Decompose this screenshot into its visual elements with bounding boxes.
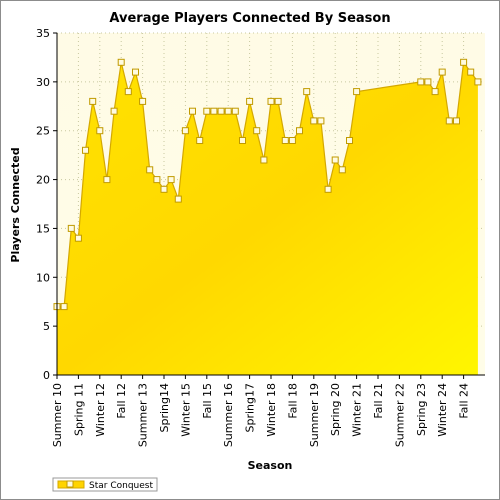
data-point: [281, 137, 289, 144]
x-tick-label: Fall 21: [372, 383, 385, 419]
data-point: [146, 166, 154, 174]
series-line: [57, 60, 479, 308]
x-tick-label: Spring14: [158, 383, 171, 433]
data-point: [82, 146, 89, 154]
x-tick-label: Spring17: [244, 383, 257, 433]
data-point: [132, 68, 139, 76]
y-tick-label: 25: [36, 125, 50, 138]
data-point: [267, 97, 275, 105]
data-point: [331, 156, 339, 164]
x-tick-label: Winter 24: [436, 383, 449, 437]
data-point: [139, 97, 147, 105]
data-point: [96, 127, 104, 135]
x-tick-label: Winter 12: [94, 383, 107, 437]
y-tick-label: 10: [36, 271, 50, 284]
data-point: [117, 58, 125, 66]
data-point: [196, 137, 204, 144]
data-point: [288, 137, 296, 144]
legend: Star Conquest: [52, 477, 158, 492]
data-point: [253, 127, 261, 135]
chart-title: Average Players Connected By Season: [109, 11, 390, 26]
data-point: [210, 107, 218, 115]
data-point: [174, 195, 182, 203]
data-point: [453, 117, 460, 125]
data-point: [445, 117, 453, 125]
y-axis-title: Players Connected: [9, 147, 22, 262]
data-point: [346, 137, 353, 144]
data-point: [167, 176, 175, 184]
x-tick-label: Spring 23: [415, 383, 428, 436]
x-axis-title: Season: [248, 459, 293, 472]
data-point: [467, 68, 475, 76]
data-point: [317, 117, 325, 125]
data-point: [189, 107, 196, 115]
x-tick-label: Summer 19: [308, 383, 321, 447]
y-tick-label: 35: [36, 27, 50, 40]
data-point: [417, 78, 425, 86]
x-tick-label: Spring 11: [72, 383, 85, 436]
data-point: [60, 303, 68, 311]
x-tick-label: Winter 21: [351, 383, 364, 437]
y-tick-label: 20: [36, 174, 50, 187]
x-tick-label: Fall 15: [201, 383, 214, 419]
data-point: [474, 78, 482, 86]
data-point: [203, 107, 211, 115]
data-point: [296, 127, 303, 135]
data-point: [153, 176, 161, 184]
data-point: [74, 234, 82, 242]
data-point: [431, 88, 439, 96]
data-point: [103, 176, 111, 184]
data-point: [231, 107, 239, 115]
x-tick-label: Summer 13: [137, 383, 150, 447]
y-tick-label: 15: [36, 222, 50, 235]
data-point: [217, 107, 225, 115]
data-point: [424, 78, 432, 86]
legend-marker: [66, 480, 74, 488]
x-tick-label: Spring 20: [329, 383, 342, 436]
x-tick-label: Fall 24: [458, 383, 471, 419]
y-tick-label: 5: [43, 320, 50, 333]
data-point: [460, 58, 468, 66]
data-point: [353, 88, 361, 96]
data-point: [110, 107, 118, 115]
x-tick-label: Summer 16: [222, 383, 235, 447]
plot-area: 0 5 10 15 20 25 30 35 Summer 10 Spring 11 Winter 1…: [36, 27, 485, 447]
data-point: [310, 117, 318, 125]
data-point: [438, 68, 446, 76]
x-tick-label: Winter 18: [265, 383, 278, 437]
data-point: [181, 127, 189, 135]
data-point: [260, 156, 268, 164]
legend-label: Star Conquest: [89, 481, 153, 491]
data-point: [160, 185, 168, 193]
data-point: [124, 88, 132, 96]
x-tick-label: Fall 12: [115, 383, 128, 419]
data-point: [324, 185, 332, 193]
y-tick-label: 0: [43, 369, 50, 382]
data-point: [89, 97, 97, 105]
x-tick-label: Fall 18: [286, 383, 299, 419]
x-tick-label: Summer 10: [51, 383, 64, 447]
data-point: [239, 137, 246, 144]
data-point: [274, 97, 282, 105]
x-tick-label: Winter 15: [179, 383, 192, 437]
data-point: [338, 166, 346, 174]
data-point: [303, 88, 311, 96]
y-tick-label: 30: [36, 76, 50, 89]
data-point: [67, 224, 75, 232]
series-area: [57, 62, 478, 376]
data-point: [224, 107, 232, 115]
data-point: [246, 97, 254, 105]
x-tick-label: Summer 22: [393, 383, 406, 447]
